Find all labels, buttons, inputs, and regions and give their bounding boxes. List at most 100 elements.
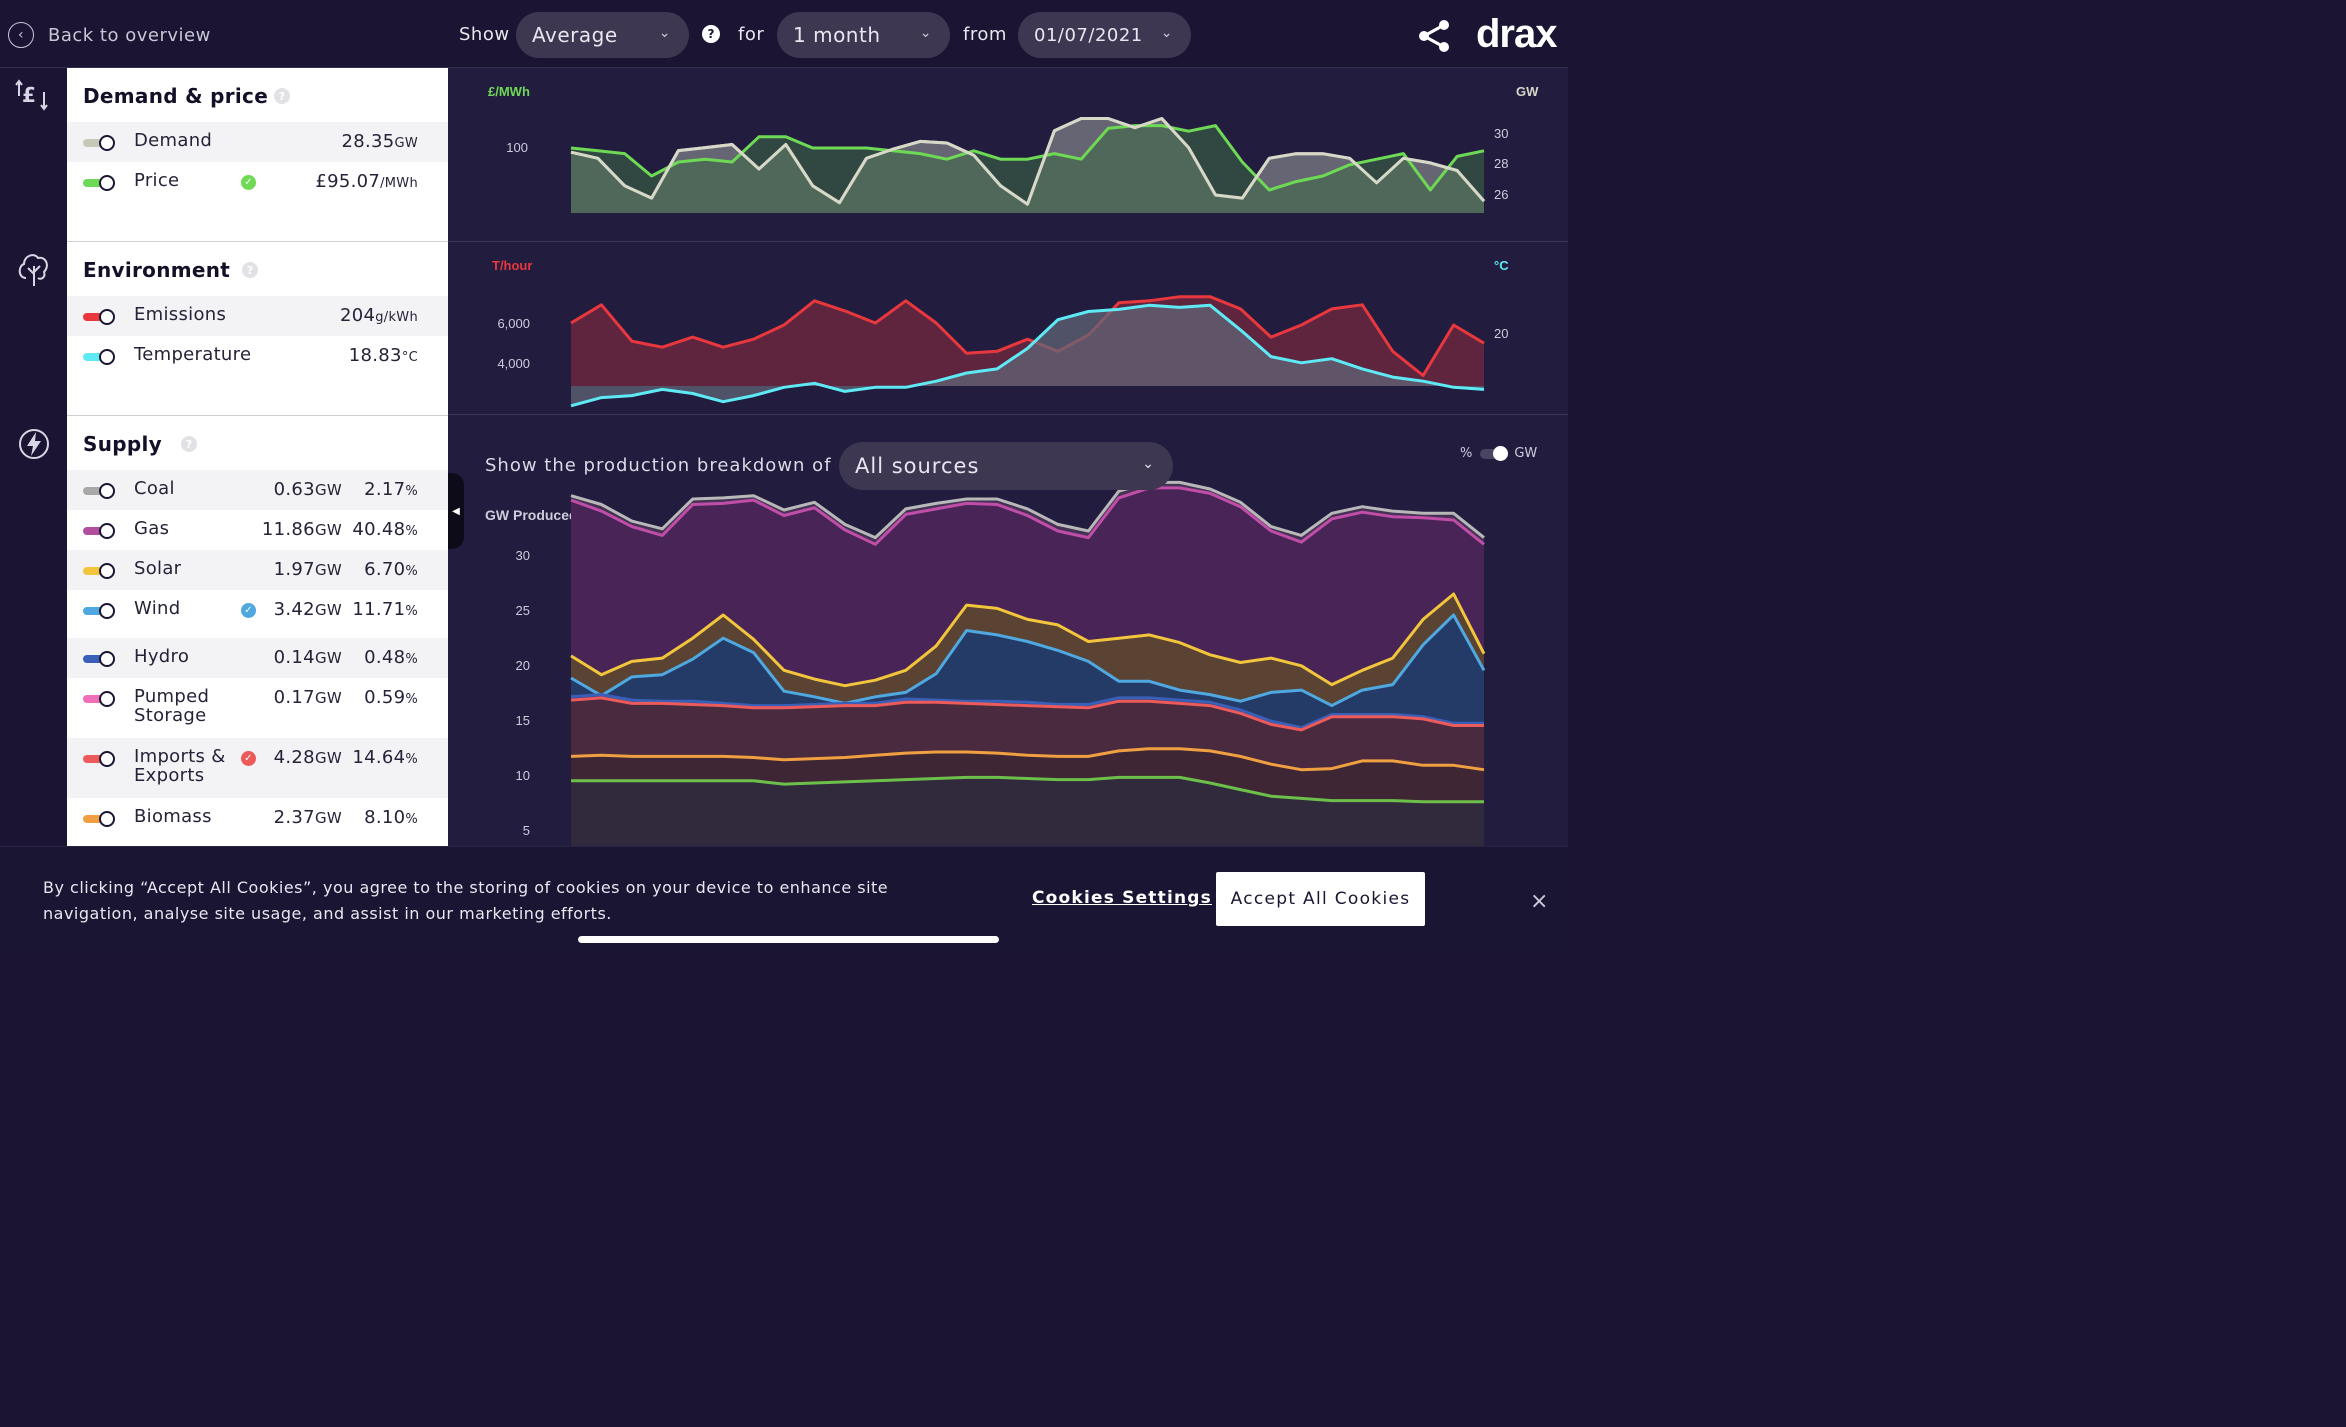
svg-text:£: £ — [22, 83, 36, 107]
help-icon[interactable]: ? — [242, 262, 258, 278]
chevron-down-icon: ⌄ — [1142, 456, 1155, 472]
source-toggle[interactable] — [83, 563, 115, 579]
source-total-line — [570, 480, 1485, 540]
supply-row-pumped-storage[interactable]: Pumped Storage 0.17GW 0.59% — [67, 678, 448, 738]
chart-divider — [448, 241, 1568, 242]
environment-panel: Environment ? Emissions 204g/kWh Tempera… — [67, 242, 448, 416]
source-gw: 2.37GW — [273, 807, 342, 828]
source-toggle[interactable] — [83, 751, 115, 767]
for-label: for — [738, 24, 765, 45]
back-label: Back to overview — [48, 24, 211, 46]
collapse-panel-handle[interactable]: ◀ — [448, 473, 464, 549]
back-to-overview-link[interactable]: ‹ Back to overview — [8, 22, 211, 48]
temperature-row[interactable]: Temperature 18.83°C — [67, 336, 448, 376]
chart-area: £/MWh GW 100 30 28 26 T/hour °C 6,000 4,000 20 GW P… — [448, 68, 1568, 954]
production-tick: 10 — [516, 768, 530, 783]
chevron-down-icon: ⌄ — [919, 25, 932, 41]
charts-svg: £/MWh GW 100 30 28 26 T/hour °C 6,000 4,000 20 GW P… — [448, 68, 1568, 954]
from-label: from — [963, 24, 1007, 45]
emissions-tick: 6,000 — [497, 316, 530, 331]
unit-switch[interactable] — [1480, 445, 1509, 461]
chevron-down-icon: ⌄ — [1160, 25, 1173, 41]
help-icon[interactable]: ? — [274, 88, 290, 104]
source-name: Pumped Storage — [134, 686, 210, 726]
source-percent: 0.48% — [364, 647, 418, 668]
percent-label: % — [1460, 446, 1473, 461]
share-icon[interactable] — [1416, 18, 1452, 54]
price-toggle[interactable] — [83, 175, 115, 191]
source-gw: 1.97GW — [273, 559, 342, 580]
source-imports-exports-line — [570, 696, 1484, 732]
source-name: Hydro — [134, 646, 190, 667]
source-percent: 11.71% — [352, 599, 418, 620]
source-toggle[interactable] — [83, 811, 115, 827]
breakdown-label: Show the production breakdown of — [485, 455, 832, 476]
help-icon[interactable]: ? — [181, 436, 197, 452]
check-icon: ✓ — [241, 751, 256, 766]
temperature-toggle[interactable] — [83, 349, 115, 365]
demand-tick: 28 — [1494, 156, 1508, 171]
supply-row-hydro[interactable]: Hydro 0.14GW 0.48% — [67, 638, 448, 678]
source-percent: 6.70% — [364, 559, 418, 580]
supply-row-imports-exports[interactable]: Imports & Exports ✓ 4.28GW 14.64% — [67, 738, 448, 798]
lightning-icon[interactable] — [0, 426, 67, 462]
gw-label: GW — [1514, 446, 1538, 461]
demand-toggle[interactable] — [83, 135, 115, 151]
drax-logo[interactable]: drax — [1476, 12, 1557, 56]
close-icon[interactable]: × — [1530, 889, 1549, 914]
demand-tick: 30 — [1494, 126, 1508, 141]
date-select[interactable]: 01/07/2021 ⌄ — [1018, 12, 1191, 58]
price-tick: 100 — [506, 140, 528, 155]
period-select[interactable]: 1 month ⌄ — [777, 12, 950, 58]
source-toggle[interactable] — [83, 483, 115, 499]
source-nuclear-area — [571, 777, 1484, 868]
source-solar-line — [570, 592, 1486, 688]
supply-row-solar[interactable]: Solar 1.97GW 6.70% — [67, 550, 448, 590]
supply-title: Supply — [83, 432, 162, 456]
unit-toggle[interactable]: % GW — [1460, 445, 1538, 461]
source-name: Imports & Exports — [134, 746, 226, 786]
demand-row[interactable]: Demand 28.35GW — [67, 122, 448, 162]
accept-all-cookies-button[interactable]: Accept All Cookies — [1216, 872, 1425, 926]
source-gw: 11.86GW — [261, 519, 342, 540]
top-bar: ‹ Back to overview Show Average ⌄ ? for … — [0, 0, 1568, 68]
breakdown-select[interactable]: All sources ⌄ — [839, 442, 1173, 490]
emissions-row[interactable]: Emissions 204g/kWh — [67, 296, 448, 336]
price-area — [571, 125, 1484, 213]
demand-line-top — [570, 117, 1486, 206]
emissions-axis-title: T/hour — [492, 258, 532, 273]
show-select[interactable]: Average ⌄ — [516, 12, 689, 58]
supply-row-biomass[interactable]: Biomass 2.37GW 8.10% — [67, 798, 448, 838]
cookie-banner: By clicking “Accept All Cookies”, you ag… — [0, 846, 1568, 954]
cookies-settings-button[interactable]: Cookies Settings — [1032, 888, 1212, 908]
back-arrow-icon: ‹ — [8, 22, 34, 48]
source-toggle[interactable] — [83, 651, 115, 667]
source-gw: 4.28GW — [273, 747, 342, 768]
price-exchange-icon[interactable]: £ — [0, 78, 67, 114]
chart-divider — [448, 414, 1568, 415]
source-biomass-line — [570, 747, 1485, 772]
temperature-line — [570, 303, 1485, 408]
supply-row-gas[interactable]: Gas 11.86GW 40.48% — [67, 510, 448, 550]
check-icon: ✓ — [241, 603, 256, 618]
supply-panel: Supply ? Coal 0.63GW 2.17% Gas 11.86GW 40.48%… — [67, 416, 448, 846]
source-name: Solar — [134, 558, 182, 579]
source-gw: 0.63GW — [273, 479, 342, 500]
price-row[interactable]: Price ✓ £95.07/MWh — [67, 162, 448, 202]
source-toggle[interactable] — [83, 523, 115, 539]
source-percent: 14.64% — [352, 747, 418, 768]
source-gw: 3.42GW — [273, 599, 342, 620]
production-tick: 25 — [516, 603, 530, 618]
source-toggle[interactable] — [83, 603, 115, 619]
supply-row-wind[interactable]: Wind ✓ 3.42GW 11.71% — [67, 590, 448, 638]
source-wind-line — [570, 613, 1486, 708]
source-toggle[interactable] — [83, 691, 115, 707]
supply-row-coal[interactable]: Coal 0.63GW 2.17% — [67, 470, 448, 510]
show-select-value: Average — [532, 23, 618, 47]
source-name: Wind — [134, 598, 181, 619]
help-icon[interactable]: ? — [702, 25, 720, 43]
tree-icon[interactable] — [0, 250, 67, 290]
emissions-toggle[interactable] — [83, 309, 115, 325]
emissions-line — [570, 295, 1485, 377]
cookie-text: By clicking “Accept All Cookies”, you ag… — [43, 878, 889, 923]
